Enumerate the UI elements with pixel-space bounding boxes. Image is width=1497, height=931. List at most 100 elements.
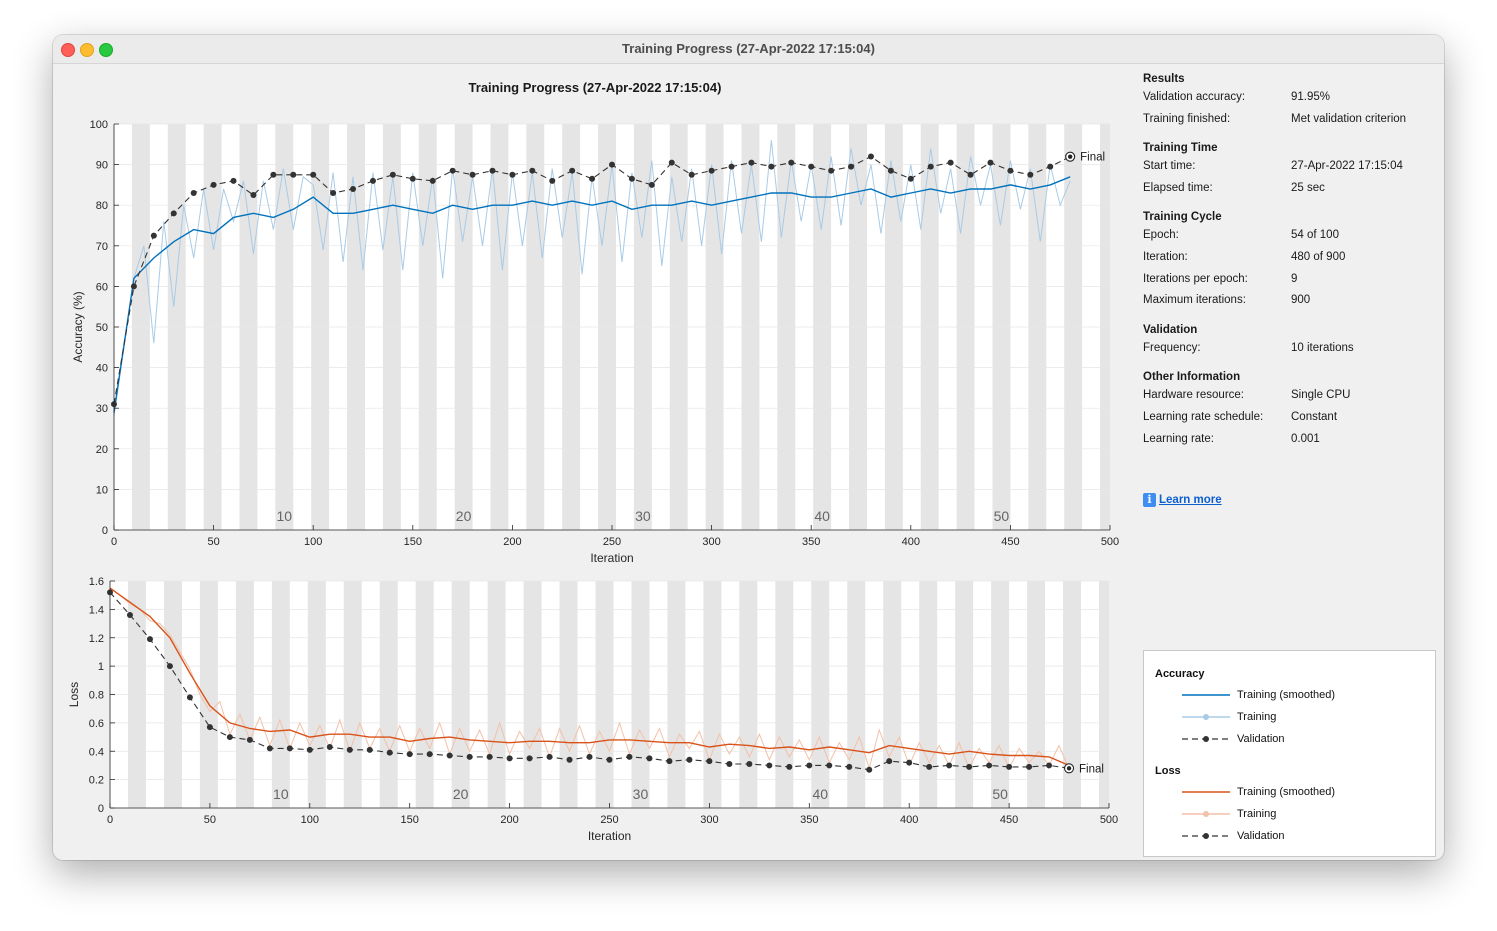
final-label: Final xyxy=(1080,152,1105,164)
epoch-label: 50 xyxy=(994,508,1010,524)
validation-point xyxy=(766,762,773,769)
info-value: 10 iterations xyxy=(1291,341,1354,354)
validation-point xyxy=(409,175,416,182)
info-label: Epoch: xyxy=(1143,229,1179,242)
y-tick-label: 70 xyxy=(96,241,108,253)
validation-point xyxy=(987,159,994,166)
epoch-label: 10 xyxy=(277,508,293,524)
validation-point xyxy=(170,210,177,217)
x-tick-label: 500 xyxy=(1100,814,1118,826)
legend-panel: Accuracy Training (smoothed) Training Va… xyxy=(1143,650,1436,857)
x-tick-label: 0 xyxy=(107,814,113,826)
close-button[interactable] xyxy=(61,43,75,57)
learn-more-label[interactable]: Learn more xyxy=(1159,494,1222,506)
validation-point xyxy=(746,761,753,768)
info-row: Iterations per epoch: 9 xyxy=(1143,273,1433,295)
validation-point xyxy=(887,167,894,174)
y-tick-label: 20 xyxy=(96,444,108,456)
epoch-label: 30 xyxy=(633,786,649,802)
validation-point xyxy=(646,755,653,762)
validation-point xyxy=(806,762,813,769)
validation-point xyxy=(489,167,496,174)
info-value: Single CPU xyxy=(1291,389,1351,402)
learn-more-link[interactable]: i Learn more xyxy=(1143,493,1222,507)
info-label: Training finished: xyxy=(1143,112,1231,125)
validation-point xyxy=(466,753,473,760)
validation-point xyxy=(1007,167,1014,174)
y-tick-label: 0.2 xyxy=(89,775,104,787)
final-marker-dot xyxy=(1066,766,1072,771)
x-tick-label: 100 xyxy=(301,814,319,826)
training-smoothed-line xyxy=(113,176,1071,413)
x-tick-label: 450 xyxy=(1001,536,1019,548)
validation-point xyxy=(748,159,755,166)
info-row: Epoch: 54 of 100 xyxy=(1143,229,1433,251)
validation-point xyxy=(250,192,257,199)
validation-point xyxy=(926,763,933,770)
legend-label: Training (smoothed) xyxy=(1237,786,1336,798)
validation-point xyxy=(210,181,217,188)
validation-point xyxy=(866,766,873,773)
validation-point xyxy=(946,762,953,769)
info-row: Validation accuracy: 91.95% xyxy=(1143,91,1433,113)
validation-point xyxy=(406,751,413,758)
zoom-button[interactable] xyxy=(99,43,113,57)
y-tick-label: 0.6 xyxy=(89,718,104,730)
validation-point xyxy=(706,758,713,765)
minimize-button[interactable] xyxy=(80,43,94,57)
validation-point xyxy=(566,756,573,763)
y-tick-label: 100 xyxy=(90,119,108,131)
legend-label: Training xyxy=(1237,808,1277,820)
validation-point xyxy=(369,177,376,184)
info-value: Met validation criterion xyxy=(1291,112,1407,125)
validation-point xyxy=(886,758,893,765)
epoch-label: 20 xyxy=(456,508,472,524)
validation-point xyxy=(266,745,273,752)
y-tick-label: 30 xyxy=(96,403,108,415)
validation-point xyxy=(927,163,934,170)
info-label: Iterations per epoch: xyxy=(1143,272,1248,285)
y-tick-label: 1 xyxy=(98,661,104,673)
validation-section: Validation Frequency: 10 iterations xyxy=(1143,324,1433,364)
x-tick-label: 150 xyxy=(404,536,422,548)
info-row: Learning rate: 0.001 xyxy=(1143,433,1433,455)
validation-point xyxy=(306,746,313,753)
y-tick-label: 80 xyxy=(96,200,108,212)
validation-point xyxy=(828,167,835,174)
epoch-label: 40 xyxy=(812,786,828,802)
info-value: 0.001 xyxy=(1291,432,1320,445)
validation-heading: Validation xyxy=(1143,323,1198,336)
validation-point xyxy=(826,762,833,769)
info-value: 54 of 100 xyxy=(1291,229,1339,242)
validation-point xyxy=(130,283,137,290)
epoch-label: 40 xyxy=(814,508,830,524)
x-tick-label: 200 xyxy=(503,536,521,548)
y-tick-label: 60 xyxy=(96,281,108,293)
info-row: Maximum iterations: 900 xyxy=(1143,294,1433,316)
legend-loss-smoothed: Training (smoothed) xyxy=(1182,785,1432,801)
legend-accuracy-training: Training xyxy=(1182,710,1432,726)
info-value: 91.95% xyxy=(1291,91,1331,103)
plot-title: Training Progress (27-Apr-2022 17:15:04) xyxy=(469,80,722,95)
epoch-label: 50 xyxy=(992,786,1008,802)
legend-loss-heading: Loss xyxy=(1155,765,1181,777)
final-marker-dot xyxy=(1067,154,1073,159)
validation-point xyxy=(867,153,874,160)
x-tick-label: 400 xyxy=(900,814,918,826)
results-section: Results Validation accuracy: 91.95% Train… xyxy=(1143,73,1433,134)
info-row: Elapsed time: 25 sec xyxy=(1143,182,1433,204)
x-axis-label: Iteration xyxy=(590,551,633,565)
info-value: 480 of 900 xyxy=(1291,250,1346,263)
validation-point xyxy=(190,190,197,197)
validation-point xyxy=(230,177,237,184)
validation-point xyxy=(1046,762,1053,769)
validation-point xyxy=(726,761,733,768)
validation-point xyxy=(589,175,596,182)
validation-point xyxy=(848,163,855,170)
validation-point xyxy=(389,171,396,178)
x-tick-label: 50 xyxy=(204,814,216,826)
validation-point xyxy=(586,753,593,760)
validation-point xyxy=(549,177,556,184)
validation-point xyxy=(506,755,513,762)
